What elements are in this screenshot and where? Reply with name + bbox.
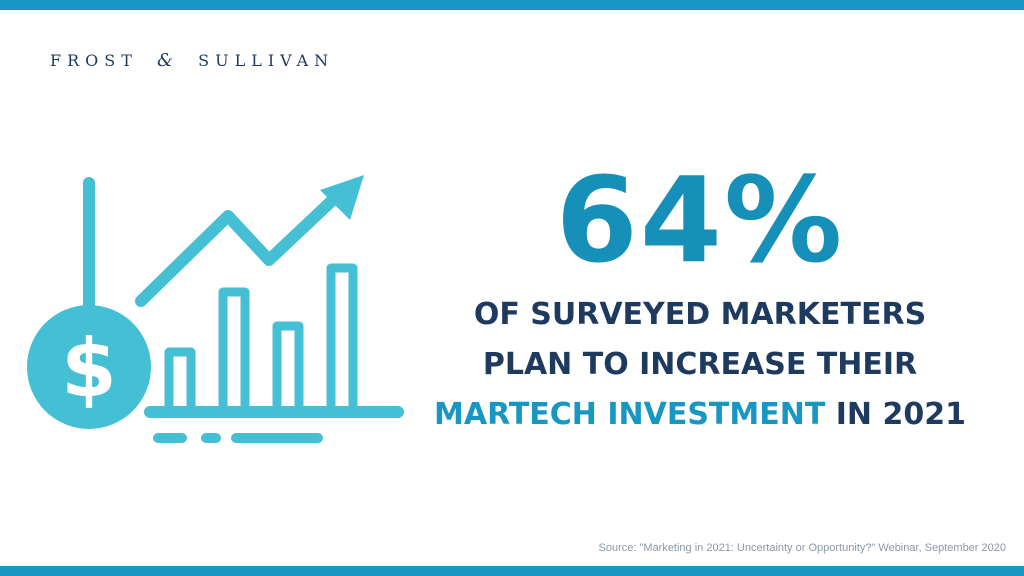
trend-line: [135, 189, 344, 307]
chart-bar-1: [164, 347, 196, 417]
top-accent-bar: [0, 0, 1024, 10]
headline-line-2: PLAN TO INCREASE THEIR: [482, 347, 918, 382]
bottom-accent-bar: [0, 566, 1024, 576]
headline-stat: 64% OF SURVEYED MARKETERS PLAN TO INCREA…: [420, 160, 980, 440]
growth-chart-illustration: $: [27, 175, 404, 443]
brand-logo: FROST & SULLIVAN: [50, 50, 334, 71]
headline-percent: 64%: [555, 151, 845, 289]
arrow-head-icon: [320, 175, 364, 220]
logo-ampersand: &: [157, 50, 174, 71]
headline-text: OF SURVEYED MARKETERS PLAN TO INCREASE T…: [420, 290, 980, 440]
headline-line-1: OF SURVEYED MARKETERS: [473, 297, 927, 332]
chart-bar-3: [272, 321, 304, 417]
headline-highlight: MARTECH INVESTMENT: [434, 397, 826, 432]
headline-line-3-rest: IN 2021: [825, 397, 966, 432]
logo-word-frost: FROST: [50, 51, 138, 70]
dollar-coin-icon: [27, 305, 151, 429]
logo-word-sullivan: SULLIVAN: [198, 51, 335, 70]
source-citation: Source: "Marketing in 2021: Uncertainty …: [598, 542, 1007, 554]
chart-bar-2: [218, 287, 250, 417]
headline-line-3: MARTECH INVESTMENT IN 2021: [420, 390, 980, 440]
dollar-sign: $: [61, 322, 117, 415]
chart-bar-4: [326, 263, 358, 417]
